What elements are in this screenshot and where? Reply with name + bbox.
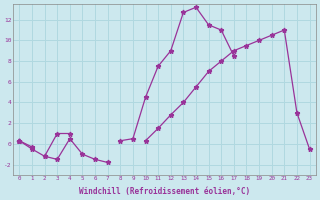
X-axis label: Windchill (Refroidissement éolien,°C): Windchill (Refroidissement éolien,°C) [79,187,250,196]
